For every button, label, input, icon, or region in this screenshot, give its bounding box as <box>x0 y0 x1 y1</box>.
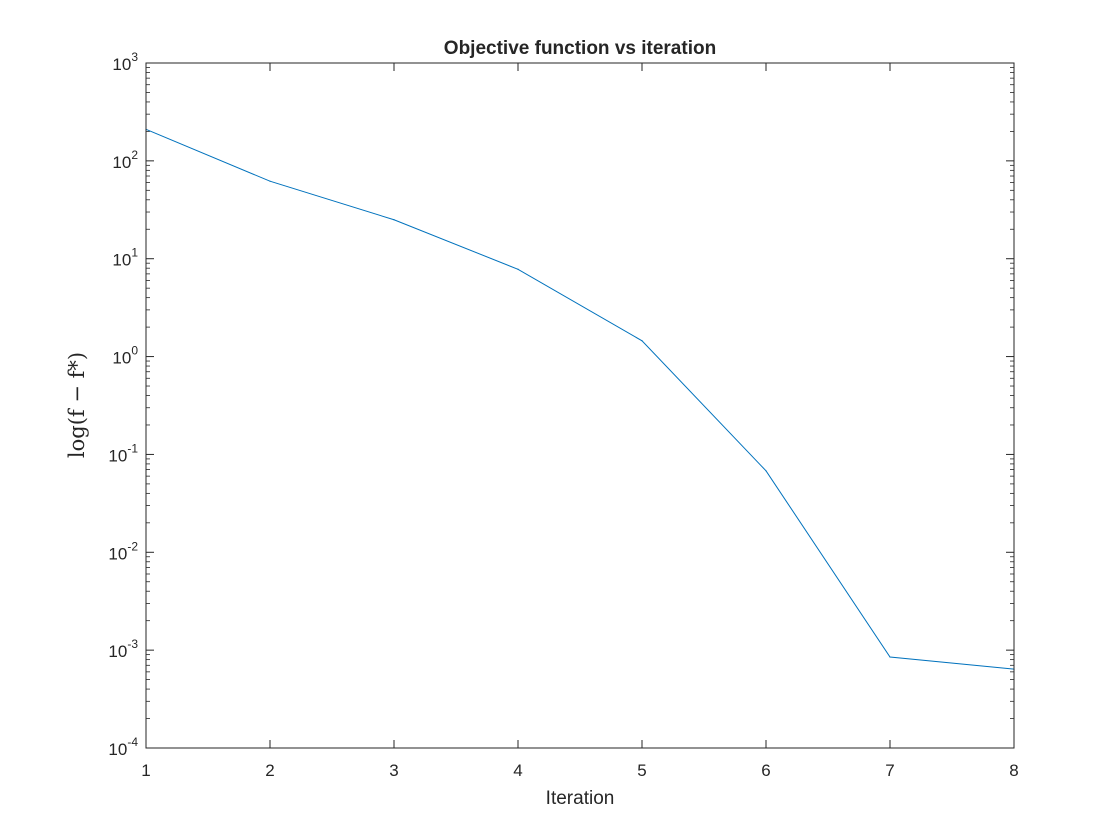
major-ticks <box>145 62 1015 749</box>
x-tick-label: 6 <box>761 761 770 780</box>
x-tick-label: 4 <box>513 761 522 780</box>
series-line <box>145 128 1015 670</box>
y-tick-labels: 103 102 101 100 10-1 10-2 10-3 10-4 <box>108 50 138 759</box>
y-tick-label: 10-2 <box>108 539 138 563</box>
y-axis-label: log(f − f*) <box>65 352 89 458</box>
axes-box <box>145 62 1015 749</box>
data-point <box>393 219 395 221</box>
y-tick-label: 101 <box>112 246 138 270</box>
data-point <box>517 268 519 270</box>
y-tick-label: 102 <box>112 148 138 172</box>
x-tick-label: 2 <box>265 761 274 780</box>
y-tick-label: 103 <box>112 50 138 74</box>
y-tick-label: 100 <box>112 344 138 368</box>
x-tick-label: 5 <box>637 761 646 780</box>
y-axis-label-text: log(f − f*) <box>65 352 89 458</box>
x-tick-label: 8 <box>1009 761 1018 780</box>
x-tick-label: 1 <box>141 761 150 780</box>
plot-area <box>145 62 1015 749</box>
data-point <box>641 340 643 342</box>
data-point <box>765 470 767 472</box>
series-layer <box>145 128 1015 670</box>
x-tick-label: 3 <box>389 761 398 780</box>
y-tick-label: 10-1 <box>108 441 138 465</box>
x-tick-labels: 1 2 3 4 5 6 7 8 <box>141 761 1018 780</box>
y-tick-label: 10-4 <box>108 735 138 759</box>
data-point <box>269 180 271 182</box>
chart-title: Objective function vs iteration <box>444 38 716 59</box>
y-tick-label: 10-3 <box>108 637 138 661</box>
x-axis-label: Iteration <box>546 788 615 809</box>
data-point <box>889 656 891 658</box>
minor-ticks <box>146 67 1014 719</box>
x-tick-label: 7 <box>885 761 894 780</box>
